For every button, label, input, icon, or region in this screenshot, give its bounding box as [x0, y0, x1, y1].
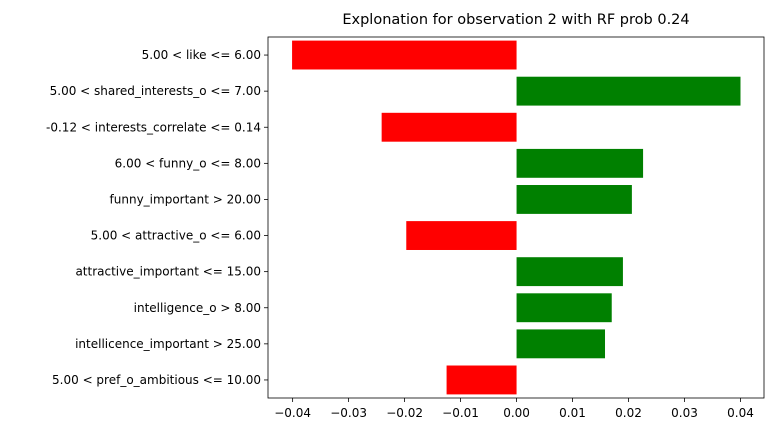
y-tick-label: funny_important > 20.00 [110, 192, 261, 206]
x-tick-label: −0.04 [274, 406, 311, 420]
y-axis-ticks: 5.00 < like <= 6.00 5.00 < shared_interes… [46, 48, 268, 387]
x-tick-label: 0.03 [671, 406, 698, 420]
x-tick-label: −0.01 [442, 406, 479, 420]
y-tick-label: intelligence_o > 8.00 [134, 301, 261, 315]
x-tick-label: −0.02 [386, 406, 423, 420]
x-tick-label: 0.01 [559, 406, 586, 420]
x-tick-label: 0.02 [615, 406, 642, 420]
bar-7 [516, 293, 612, 323]
axes-frame [267, 36, 765, 399]
bar-8 [516, 329, 606, 359]
y-tick-label: attractive_important <= 15.00 [75, 265, 261, 279]
bar-3 [516, 148, 644, 178]
chart-title: Explonation for observation 2 with RF pr… [342, 12, 689, 28]
y-tick-label: 5.00 < shared_interests_o <= 7.00 [50, 84, 261, 98]
x-tick-label: −0.03 [330, 406, 367, 420]
bar-1 [516, 76, 741, 106]
y-tick-label: intellicence_important > 25.00 [75, 337, 261, 351]
bar-5 [406, 221, 517, 250]
x-tick-label: 0.00 [503, 406, 530, 420]
bars-layer [292, 40, 741, 395]
bar-6 [516, 257, 623, 287]
x-axis-ticks: −0.04 −0.03 −0.02 −0.01 0.00 0.01 0.02 0.03 0.04 [274, 398, 754, 420]
y-tick-label: 5.00 < pref_o_ambitious <= 10.00 [52, 373, 261, 387]
bar-0 [292, 40, 517, 70]
y-tick-label: -0.12 < interests_correlate <= 0.14 [46, 120, 261, 134]
plot-frame [267, 36, 765, 399]
y-tick-label: 5.00 < like <= 6.00 [142, 48, 261, 62]
y-tick-label: 5.00 < attractive_o <= 6.00 [91, 229, 261, 243]
x-tick-label: 0.04 [727, 406, 754, 420]
bar-2 [381, 112, 517, 142]
y-tick-label: 6.00 < funny_o <= 8.00 [115, 156, 261, 170]
bar-4 [516, 185, 632, 214]
bar-9 [446, 365, 517, 395]
